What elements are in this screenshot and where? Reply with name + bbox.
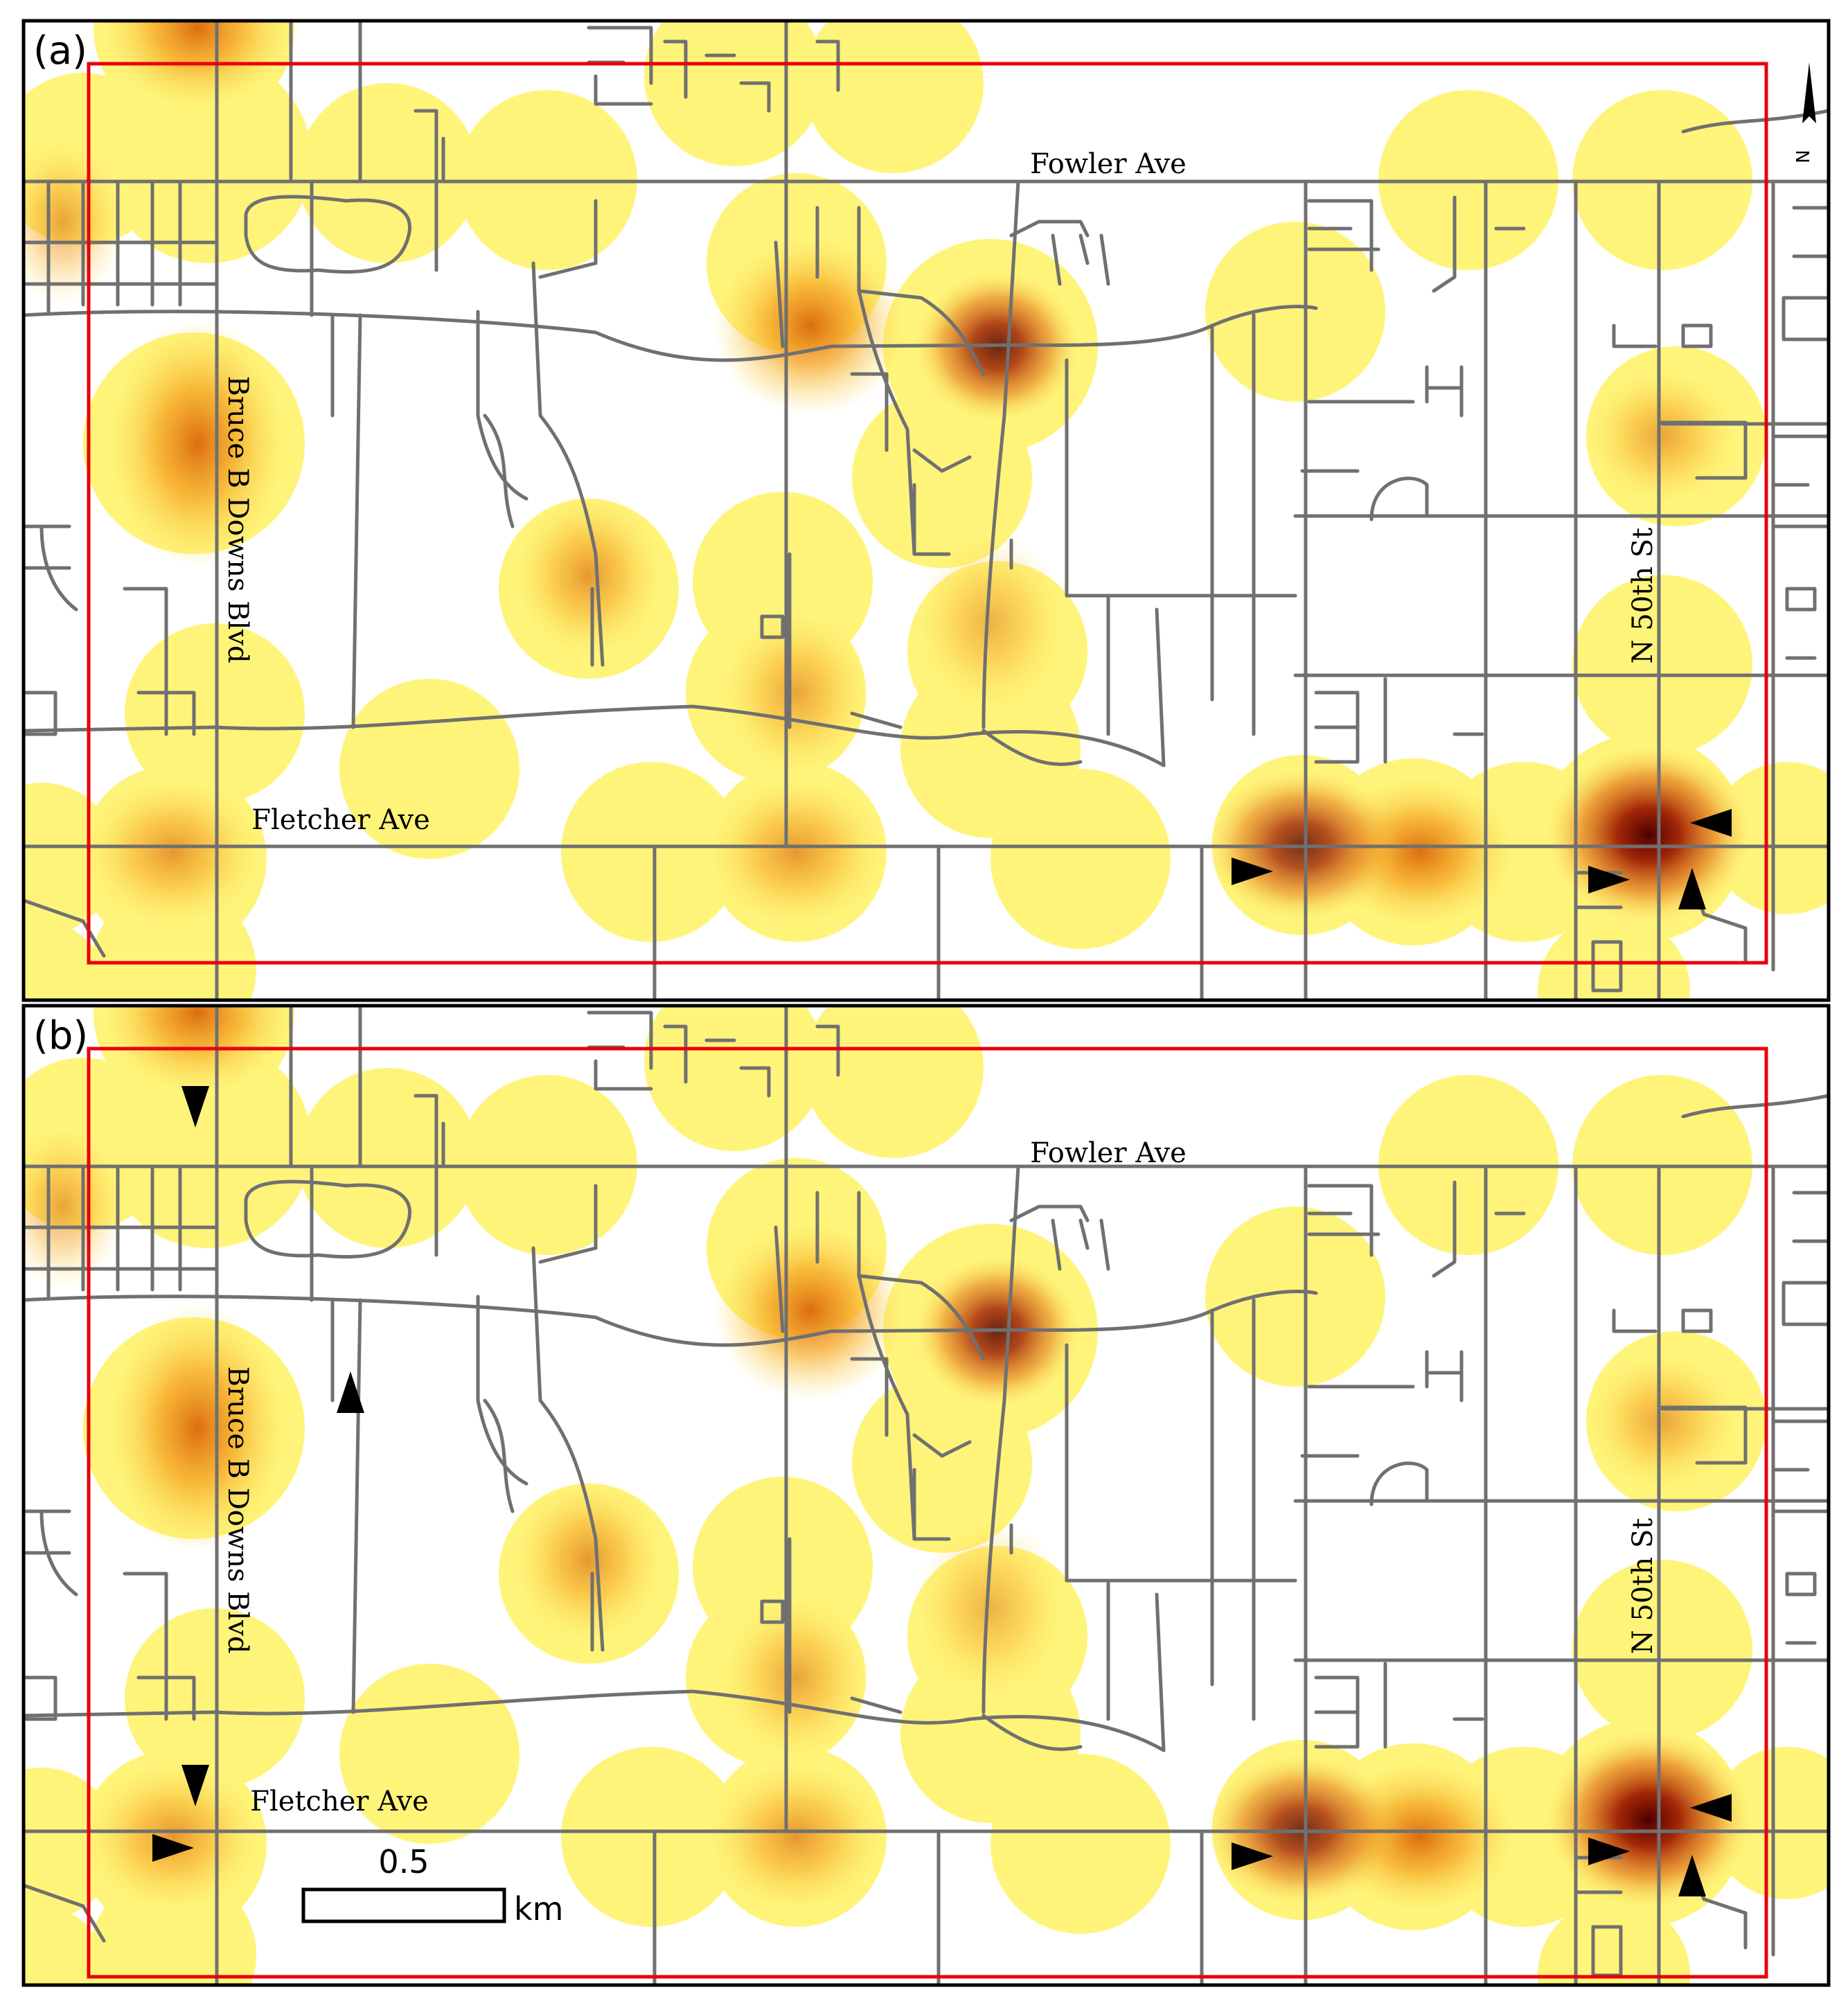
arrow-marker-left-icon bbox=[1690, 1794, 1732, 1822]
panel-a-fowler-ave-label: Fowler Ave bbox=[1030, 148, 1187, 180]
panel-b-fletcher-ave-label: Fletcher Ave bbox=[250, 1786, 429, 1817]
panel-a-study-area-boundary bbox=[87, 62, 1768, 965]
arrow-marker-up-icon bbox=[1678, 868, 1706, 909]
north-arrow-icon bbox=[1802, 62, 1816, 123]
panel-b-density-and-roads bbox=[0, 912, 1848, 2010]
panel-b-map bbox=[0, 912, 1848, 2010]
scale-bar-unit: km bbox=[514, 1890, 563, 1928]
panel-a-map bbox=[0, 0, 1848, 1067]
panel-b-label: (b) bbox=[33, 1013, 88, 1058]
panel-b-bruce-b-downs-label: Bruce B Downs Blvd bbox=[222, 1367, 254, 1654]
panel-a-label: (a) bbox=[33, 28, 87, 73]
panel-b-study-area-boundary bbox=[87, 1047, 1768, 1979]
arrow-marker-right-icon bbox=[152, 1834, 194, 1862]
panel-b-frame bbox=[21, 1004, 1831, 1987]
scale-bar-value: 0.5 bbox=[378, 1843, 429, 1880]
arrow-marker-right-icon bbox=[1232, 857, 1273, 885]
arrow-marker-right-icon bbox=[1232, 1842, 1273, 1870]
arrow-marker-down-icon bbox=[181, 1086, 209, 1128]
arrow-marker-right-icon bbox=[1588, 1838, 1630, 1865]
arrow-marker-down-icon bbox=[181, 1765, 209, 1806]
panel-a-frame bbox=[21, 19, 1831, 1002]
arrow-marker-up-icon bbox=[1678, 1855, 1706, 1896]
north-arrow-letter: N bbox=[1793, 150, 1814, 163]
arrow-marker-up-icon bbox=[337, 1371, 364, 1413]
panel-a-arrow-markers bbox=[1232, 809, 1732, 909]
panel-b: (b) Fowler Ave Fletcher Ave Bruce B Down… bbox=[0, 912, 1848, 2010]
panel-a-bruce-b-downs-label: Bruce B Downs Blvd bbox=[222, 376, 254, 664]
north-arrow: N bbox=[1793, 62, 1816, 163]
arrow-marker-right-icon bbox=[1588, 866, 1630, 893]
panel-b-fowler-ave-label: Fowler Ave bbox=[1030, 1137, 1187, 1169]
panel-a-density-and-roads bbox=[0, 0, 1848, 1067]
scale-bar: 0.5 km bbox=[301, 1843, 563, 1928]
panel-a-fletcher-ave-label: Fletcher Ave bbox=[251, 804, 430, 836]
panel-a: (a) Fowler Ave Fletcher Ave Bruce B Down… bbox=[0, 0, 1848, 1067]
arrow-marker-left-icon bbox=[1690, 809, 1732, 837]
panel-a-n-50th-st-label: N 50th St bbox=[1627, 528, 1659, 664]
scale-bar-box bbox=[301, 1887, 506, 1923]
panel-b-n-50th-st-label: N 50th St bbox=[1627, 1518, 1659, 1655]
panel-b-arrow-markers bbox=[152, 1086, 1732, 1896]
